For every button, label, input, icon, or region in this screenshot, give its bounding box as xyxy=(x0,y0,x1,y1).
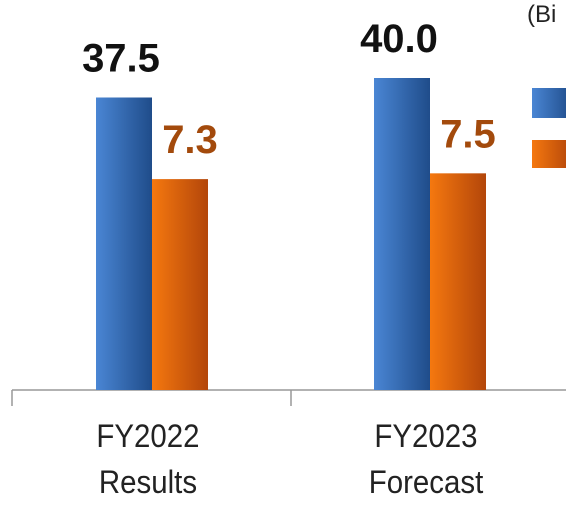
x-tick-label: FY2023 Forecast xyxy=(368,418,484,500)
bar xyxy=(430,173,486,390)
value-label: 7.3 xyxy=(162,118,218,162)
legend-swatch xyxy=(532,140,566,168)
bar xyxy=(152,179,208,390)
unit-label: (Bi xyxy=(527,1,556,28)
value-label: 7.5 xyxy=(440,112,496,156)
value-label: 40.0 xyxy=(360,17,438,61)
value-label: 37.5 xyxy=(82,37,160,81)
x-tick-label: FY2022 Results xyxy=(96,418,200,500)
bar xyxy=(374,78,430,390)
legend-swatch xyxy=(532,88,566,118)
bar xyxy=(96,97,152,390)
